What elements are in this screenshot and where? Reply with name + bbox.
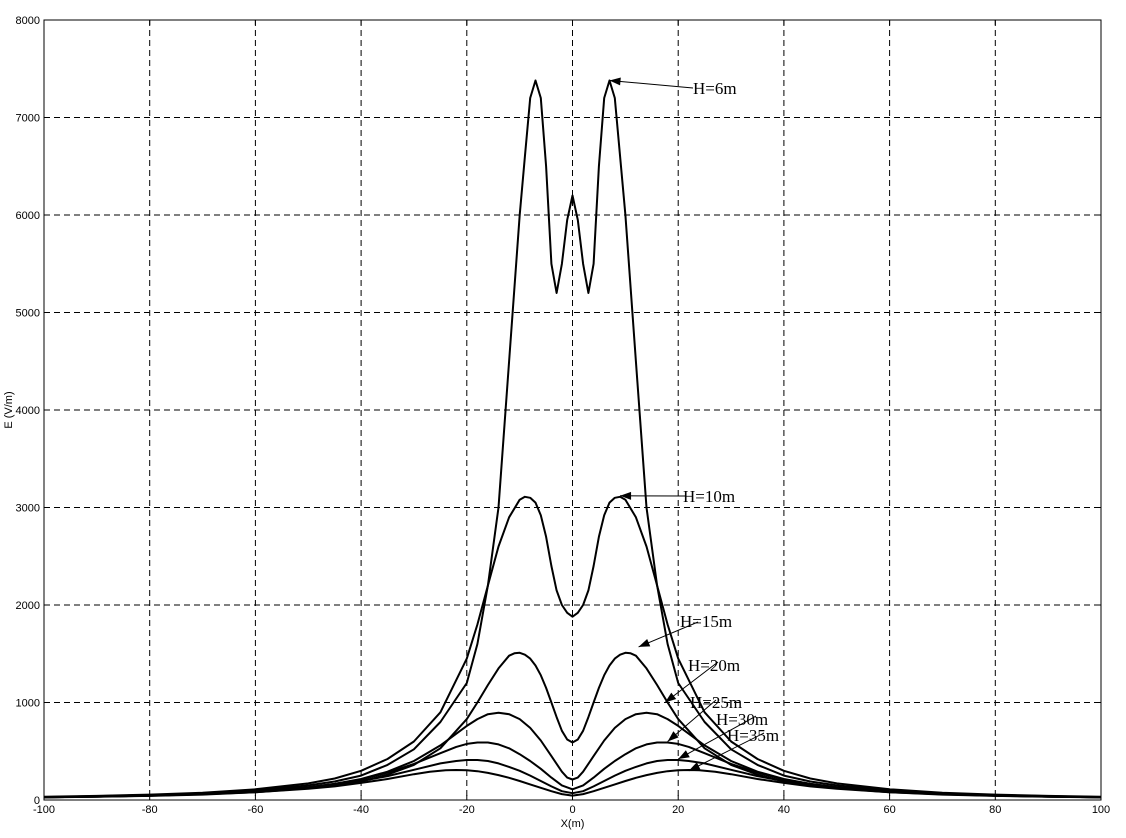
y-tick-label: 5000: [16, 308, 40, 320]
annotation-h10m: H=10m: [620, 487, 735, 506]
annotation-h15m: H=15m: [638, 612, 732, 648]
annotation-h25m: H=25m: [667, 693, 742, 742]
x-tick-label: 60: [883, 804, 895, 816]
x-tick-label: 100: [1092, 804, 1110, 816]
arrow-head-icon: [678, 750, 690, 760]
y-tick-label: 1000: [16, 698, 40, 710]
x-tick-label: 0: [569, 804, 575, 816]
y-tick-label: 4000: [16, 405, 40, 417]
annotation-label: H=6m: [693, 79, 737, 98]
series-line-h6m: [43, 79, 1102, 799]
grid: [44, 20, 1101, 800]
arrow-head-icon: [638, 638, 651, 647]
annotation-h30m: H=30m: [677, 710, 768, 760]
annotation-h35m: H=35m: [688, 726, 779, 772]
y-tick-label: 7000: [16, 113, 40, 125]
arrow-head-icon: [664, 692, 677, 703]
annotation-label: H=30m: [716, 710, 768, 729]
tick-labels: -100 -80 -60 -40 -20 0 20 40 60 80 100010002000300…: [16, 15, 1111, 816]
x-tick-label: 20: [672, 804, 684, 816]
series-line-h30m: [43, 759, 1102, 799]
x-tick-label: -60: [247, 804, 263, 816]
series-line-h25m: [43, 741, 1102, 799]
annotation-label: H=15m: [680, 612, 732, 631]
series-line-h10m: [43, 495, 1102, 798]
x-axis-label: X(m): [561, 818, 585, 830]
annotation-label: H=10m: [683, 487, 735, 506]
annotation-h20m: H=20m: [664, 656, 740, 703]
annotation-label: H=25m: [690, 693, 742, 712]
annotation-pointer: [688, 732, 765, 772]
y-tick-label: 6000: [16, 210, 40, 222]
arrow-head-icon: [620, 491, 632, 500]
arrow-head-icon: [609, 77, 621, 86]
arrow-head-icon: [688, 762, 701, 771]
arrow-head-icon: [667, 731, 679, 742]
x-tick-label: 40: [778, 804, 790, 816]
y-tick-label: 0: [34, 795, 40, 807]
y-tick-label: 8000: [16, 15, 40, 27]
x-tick-label: -40: [353, 804, 369, 816]
annotation-pointer: [609, 79, 694, 89]
annotation-pointer: [664, 661, 719, 703]
x-tick-label: -100: [33, 804, 55, 816]
x-tick-label: -80: [142, 804, 158, 816]
x-tick-label: -20: [459, 804, 475, 816]
annotation-label: H=35m: [727, 726, 779, 745]
annotation-label: H=20m: [688, 656, 740, 675]
annotation-h6m: H=6m: [609, 77, 737, 98]
annotation-pointer: [677, 715, 757, 760]
y-tick-label: 3000: [16, 503, 40, 515]
y-axis-label: E (V/m): [3, 391, 15, 428]
series-lines: [43, 79, 1102, 799]
x-tick-label: 80: [989, 804, 1001, 816]
y-tick-label: 2000: [16, 600, 40, 612]
